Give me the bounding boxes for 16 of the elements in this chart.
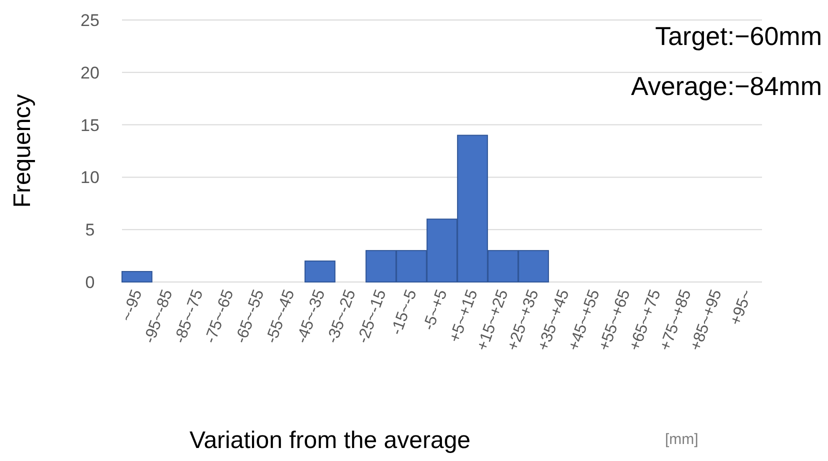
bar [122,271,152,282]
y-tick-label: 15 [80,116,100,135]
y-tick-label: 20 [80,63,100,82]
y-tick-label: 25 [80,10,100,30]
annotation: Average:−84mm [630,71,822,101]
x-tick-label: +95~ [727,288,756,328]
x-tick-label: -5~+5 [420,287,451,333]
x-axis-title: Variation from the average [189,427,471,454]
annotation: Target:−60mm [655,21,822,51]
bar [304,260,336,282]
y-tick-label: 0 [85,272,95,292]
y-tick-label: 10 [80,168,100,188]
y-axis-title: Frequency [9,94,36,208]
y-tick-label: 5 [85,220,95,240]
x-tick-label: -15~-5 [388,287,420,338]
text: [mm] [665,431,698,448]
